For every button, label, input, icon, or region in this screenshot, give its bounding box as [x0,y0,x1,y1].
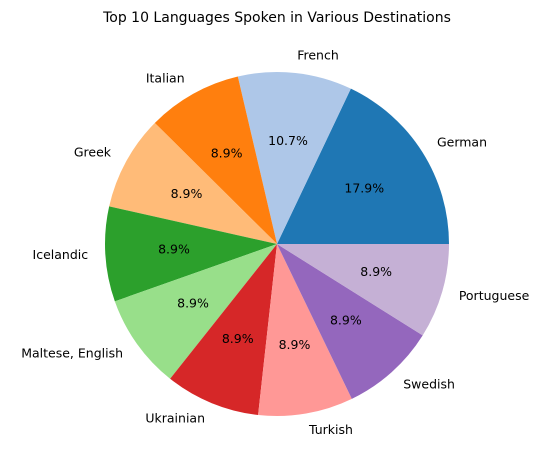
percent-label-french: 10.7% [268,133,308,148]
pie-slices [104,72,449,417]
percent-label-portuguese: 8.9% [360,264,392,279]
pie-slice-greek [109,122,277,244]
slice-label-turkish: Turkish [308,422,353,437]
pie-slice-german [277,88,449,244]
percent-label-german: 17.9% [344,180,384,195]
percent-label-swedish: 8.9% [330,312,362,327]
percent-label-italian: 8.9% [211,145,243,160]
slice-label-swedish: Swedish [403,376,455,391]
slice-label-maltese-english: Maltese, English [21,345,123,360]
pie-slice-french [237,72,351,244]
slice-label-german: German [437,134,487,149]
chart-title: Top 10 Languages Spoken in Various Desti… [102,10,451,26]
percent-label-icelandic: 8.9% [158,242,190,257]
pie-slice-portuguese [277,244,449,336]
pie-slice-ukrainian [170,244,277,415]
slice-label-portuguese: Portuguese [459,288,530,303]
pie-slice-swedish [277,244,423,399]
percent-label-greek: 8.9% [171,186,203,201]
pie-slice-turkish [258,244,352,417]
slice-label-icelandic: Icelandic [33,247,89,262]
slice-label-greek: Greek [74,145,112,160]
pie-slice-italian [154,76,277,245]
slice-label-ukrainian: Ukrainian [145,410,205,425]
percent-label-ukrainian: 8.9% [222,331,254,346]
percent-label-maltese-english: 8.9% [177,295,209,310]
pie-slice-icelandic [104,206,277,302]
pie-slice-maltese-english [114,244,277,379]
percent-labels: 17.9% 10.7% 8.9% 8.9% 8.9% 8.9% 8.9% 8.9% 8.9% 8.… [158,133,392,352]
slice-labels: German French Italian Greek Icelandic Maltese… [21,47,529,437]
percent-label-turkish: 8.9% [279,337,311,352]
slice-label-french: French [297,47,339,62]
slice-label-italian: Italian [146,70,185,85]
